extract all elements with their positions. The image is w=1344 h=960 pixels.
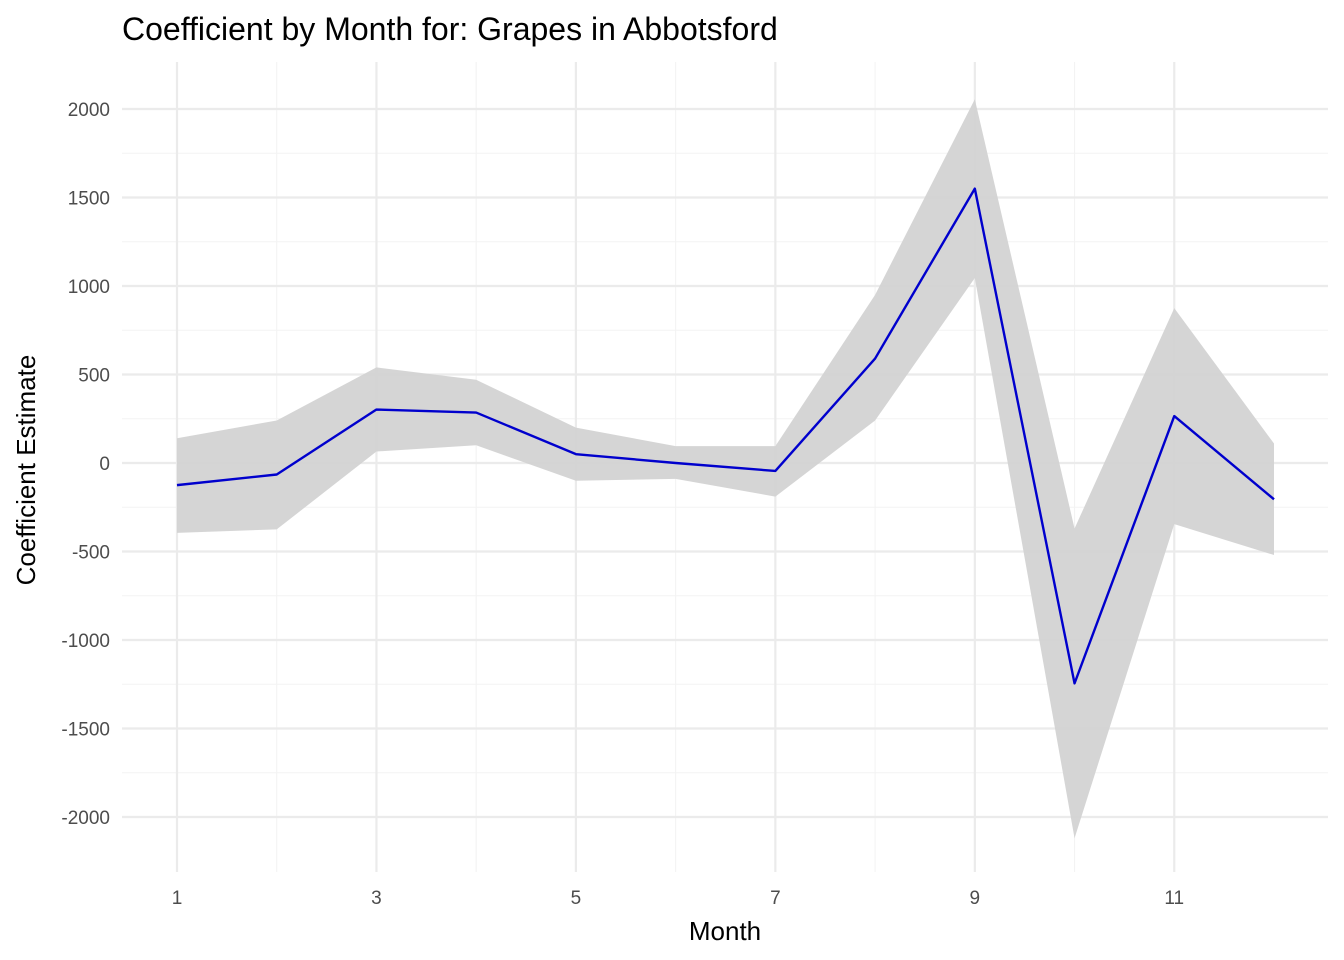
y-tick-label: 1000 [68, 277, 110, 298]
x-tick-label: 9 [970, 888, 981, 909]
y-tick-label: 500 [78, 366, 110, 387]
y-tick-label: -500 [72, 543, 110, 564]
y-tick-label: 1500 [68, 189, 110, 210]
x-tick-label: 1 [172, 888, 183, 909]
y-tick-labels: -2000 -1500 -1000 -500 0 500 1000 1500 2000 [61, 100, 110, 829]
x-axis-title: Month [689, 916, 761, 946]
estimate-line-layer [176, 187, 1275, 685]
x-tick-labels: 1 3 5 7 9 11 [172, 888, 1184, 909]
confidence-band [177, 99, 1274, 839]
y-tick-label: -1000 [61, 631, 110, 652]
estimate-line [176, 187, 1275, 685]
y-tick-label: -2000 [61, 808, 110, 829]
y-tick-label: -1500 [61, 720, 110, 741]
x-tick-label: 11 [1164, 888, 1184, 909]
x-tick-label: 3 [371, 888, 382, 909]
confidence-band-layer [177, 99, 1274, 839]
x-tick-label: 7 [770, 888, 781, 909]
y-axis-title: Coefficient Estimate [11, 355, 41, 586]
chart-title: Coefficient by Month for: Grapes in Abbo… [122, 11, 778, 47]
x-tick-label: 5 [571, 888, 582, 909]
y-tick-label: 2000 [68, 100, 110, 121]
y-tick-label: 0 [99, 454, 110, 475]
